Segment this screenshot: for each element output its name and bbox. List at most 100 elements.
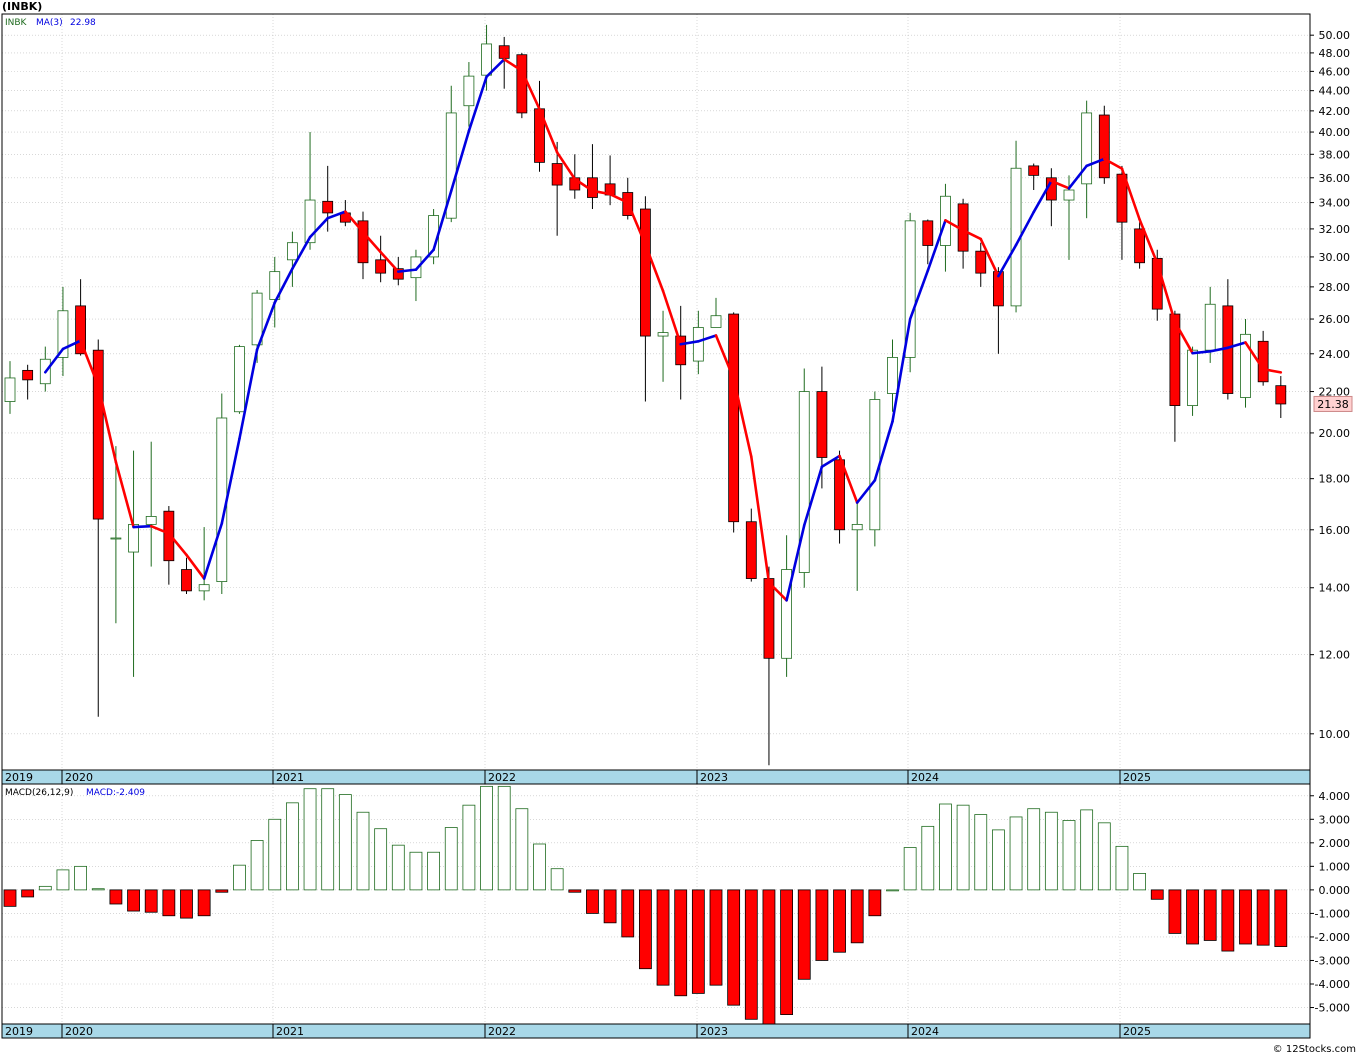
macd-year-label: 2022 <box>488 1025 516 1038</box>
price-tick-label: 48.00 <box>1319 47 1351 60</box>
price-tick-label: 38.00 <box>1319 148 1351 161</box>
watermark: © 12Stocks.com <box>1273 1044 1356 1055</box>
candle <box>269 256 281 328</box>
price-year-label: 2023 <box>700 771 728 784</box>
candle-body <box>763 578 775 659</box>
ma-segment <box>749 455 771 584</box>
macd-tick-label: 1.000 <box>1319 860 1351 873</box>
candle-body <box>798 391 810 573</box>
macd-tick-label: 3.000 <box>1319 813 1351 826</box>
macd-bar <box>1133 873 1146 891</box>
macd-bar <box>1274 889 1288 947</box>
price-tick-label: 10.00 <box>1319 728 1351 741</box>
candle-body <box>481 43 492 76</box>
ma-segment <box>185 553 206 580</box>
candle <box>198 527 210 601</box>
macd-tick-label: -3.000 <box>1315 954 1350 967</box>
ma-segment <box>1244 341 1265 371</box>
macd-bar <box>621 889 635 938</box>
candle-body <box>198 584 210 592</box>
candle-body <box>1116 173 1128 223</box>
macd-bar <box>727 889 741 1006</box>
candle-body <box>1028 165 1040 176</box>
macd-bar <box>480 785 493 891</box>
ma-segment <box>43 347 65 374</box>
ma-segment <box>502 57 524 73</box>
macd-bar <box>338 794 352 891</box>
ma-segment <box>1067 164 1088 190</box>
macd-bar <box>374 828 388 891</box>
ma-segment <box>291 235 312 270</box>
macd-bar <box>321 788 335 891</box>
candle-body <box>516 54 528 114</box>
ma-segment <box>1208 346 1230 353</box>
price-year-label: 2019 <box>5 771 33 784</box>
candle <box>145 441 157 567</box>
candle-body <box>1204 303 1216 351</box>
price-tick-label: 40.00 <box>1319 126 1351 139</box>
candle-body <box>357 220 369 264</box>
candle <box>22 364 34 400</box>
ma-segment <box>414 248 435 271</box>
candle-body <box>993 271 1004 307</box>
macd-bar <box>444 827 458 891</box>
candle-body <box>4 377 16 402</box>
macd-bar <box>780 889 793 1015</box>
moving-average-line <box>43 57 1283 602</box>
macd-bar <box>939 803 952 891</box>
last-price-label: 21.38 <box>1317 398 1349 411</box>
ma-segment <box>908 269 930 321</box>
ma-segment <box>891 317 912 423</box>
candle <box>1116 165 1128 260</box>
candle <box>657 310 669 382</box>
ma-segment <box>997 243 1018 278</box>
candle <box>516 52 528 119</box>
candle <box>993 267 1004 354</box>
ma-segment <box>202 522 224 580</box>
ma-segment <box>679 340 700 346</box>
candle-body <box>710 315 722 328</box>
candle <box>410 249 422 302</box>
candle <box>798 368 810 588</box>
candle-body <box>728 313 740 523</box>
candle-body <box>163 510 175 562</box>
ma-segment <box>855 478 877 504</box>
macd-bar <box>1009 816 1023 891</box>
candle <box>640 196 651 402</box>
macd-bar <box>1239 889 1252 945</box>
ma-segment <box>167 532 188 557</box>
candle-body <box>816 391 828 458</box>
ma-segment <box>255 301 277 351</box>
price-tick-label: 50.00 <box>1319 29 1351 42</box>
macd-bar <box>197 889 211 917</box>
price-tick-label: 16.00 <box>1319 524 1351 537</box>
ma-segment <box>1032 179 1053 214</box>
candle-body <box>57 310 69 358</box>
macd-bar <box>974 814 988 891</box>
macd-bar <box>550 868 564 891</box>
macd-year-label: 2021 <box>276 1025 304 1038</box>
price-tick-label: 14.00 <box>1319 582 1351 595</box>
ma-segment <box>697 334 718 343</box>
candle <box>675 305 687 400</box>
macd-bar <box>356 811 370 891</box>
macd-bar <box>515 808 529 891</box>
macd-bar <box>1256 889 1270 946</box>
price-tick-label: 20.00 <box>1319 427 1351 440</box>
candle <box>1028 163 1040 191</box>
candle-body <box>392 268 404 280</box>
candle <box>216 393 228 594</box>
candle <box>904 212 916 373</box>
candle-body <box>781 569 792 659</box>
macd-date-axis-band <box>1 1023 1311 1039</box>
candle-body <box>445 112 457 219</box>
ma-segment <box>1173 320 1194 355</box>
candle <box>234 344 245 414</box>
macd-bar <box>215 889 229 893</box>
candle-body <box>286 242 298 261</box>
candle-body <box>1275 385 1287 405</box>
candle <box>286 231 298 287</box>
macd-bar <box>250 840 264 891</box>
ma-segment <box>608 192 630 204</box>
candle-body <box>1063 189 1075 201</box>
